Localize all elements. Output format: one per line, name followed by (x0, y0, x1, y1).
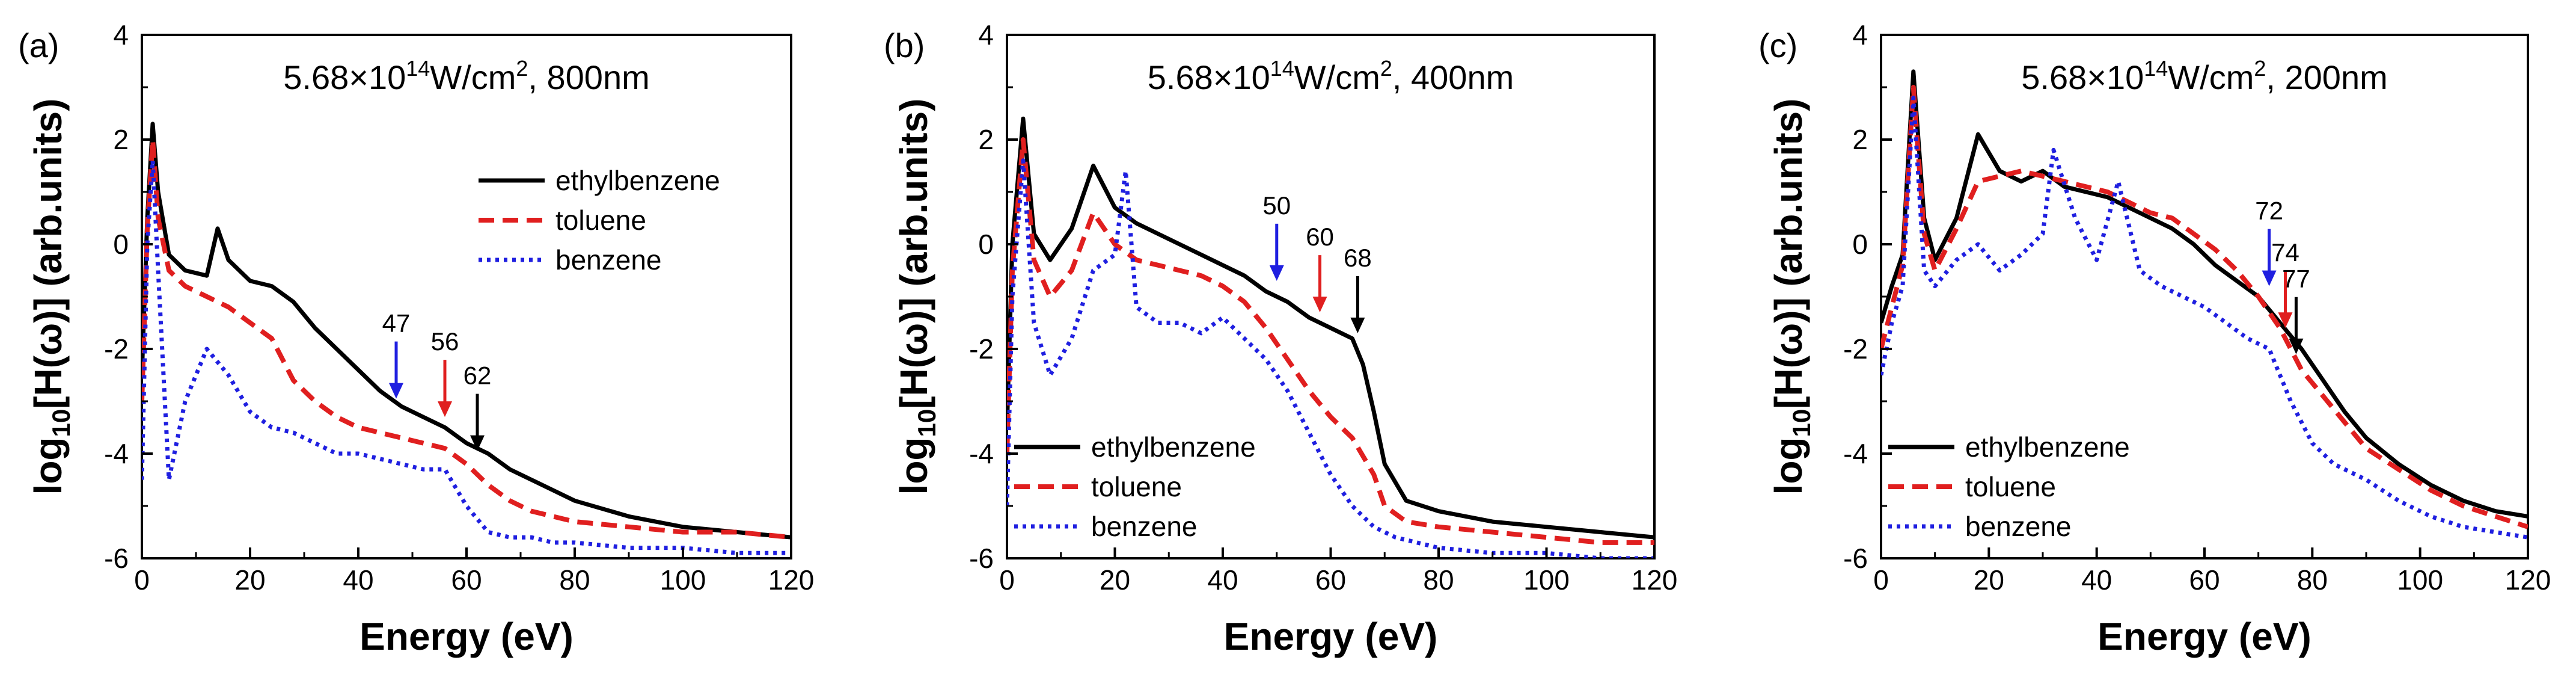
annotation-label: 56 (431, 327, 459, 356)
chart-title: 5.68×1014W/cm2, 400nm (1148, 56, 1514, 96)
annotation-arrowhead (470, 435, 485, 451)
y-tick-label: -2 (1843, 333, 1868, 365)
x-tick-label: 60 (1315, 564, 1346, 596)
legend-label-benzene: benzene (555, 244, 662, 276)
legend-label-ethylbenzene: ethylbenzene (1091, 431, 1256, 463)
y-tick-label: 0 (1852, 229, 1868, 260)
legend-label-toluene: toluene (1091, 471, 1182, 502)
legend-label-ethylbenzene: ethylbenzene (555, 165, 720, 196)
x-tick-label: 60 (2189, 564, 2220, 596)
panel-label: (c) (1758, 26, 1797, 64)
x-tick-label: 120 (2505, 564, 2551, 596)
x-tick-label: 80 (1423, 564, 1454, 596)
legend-label-toluene: toluene (555, 205, 646, 236)
y-tick-label: 2 (978, 124, 994, 155)
x-tick-label: 20 (1974, 564, 2004, 596)
annotation-label: 68 (1344, 244, 1372, 272)
annotation-arrowhead (1269, 265, 1284, 281)
y-tick-label: 4 (1852, 19, 1868, 51)
y-tick-label: -6 (104, 543, 129, 574)
x-tick-label: 20 (1100, 564, 1130, 596)
series-line-benzene (1881, 95, 2528, 540)
chart-panel-2: (b) 0 20 40 60 80 100 120 -6 -4 -2 0 2 4 Energy (eV) lo… (884, 19, 1677, 658)
y-tick-label: 0 (113, 229, 129, 260)
annotation-arrowhead (2289, 338, 2304, 354)
chart-title: 5.68×1014W/cm2, 800nm (283, 56, 649, 96)
x-tick-label: 40 (2081, 564, 2112, 596)
y-tick-label: 2 (1852, 124, 1868, 155)
x-tick-label: 0 (999, 564, 1015, 596)
x-axis-label: Energy (eV) (359, 615, 574, 658)
series-line-toluene (142, 137, 791, 540)
y-tick-label: -4 (1843, 438, 1868, 469)
annotation-label: 62 (463, 362, 492, 390)
plot-frame (141, 34, 792, 559)
x-tick-label: 40 (343, 564, 373, 596)
annotation-arrowhead (389, 383, 403, 399)
legend-label-ethylbenzene: ethylbenzene (1965, 431, 2130, 463)
y-tick-label: -6 (1843, 543, 1868, 574)
x-axis-label: Energy (eV) (2097, 615, 2311, 658)
annotation-label: 50 (1262, 191, 1291, 220)
x-tick-label: 100 (1523, 564, 1570, 596)
y-tick-label: 2 (113, 124, 129, 155)
y-tick-label: -4 (969, 438, 994, 469)
annotation-arrowhead (438, 401, 452, 418)
chart-title: 5.68×1014W/cm2, 200nm (2021, 56, 2387, 96)
y-tick-label: 4 (113, 19, 129, 51)
x-tick-label: 60 (451, 564, 482, 596)
x-tick-label: 120 (768, 564, 815, 596)
chart-panel-3: (c) 0 20 40 60 80 100 120 -6 -4 -2 0 2 4 Energy (eV) lo… (1758, 19, 2551, 658)
x-tick-label: 80 (2297, 564, 2328, 596)
annotation-label: 74 (2271, 238, 2299, 267)
y-axis-label: log10[H(ω)] (arb.units) (1767, 99, 1816, 495)
annotation-arrowhead (2278, 312, 2293, 328)
x-axis-label: Energy (eV) (1224, 615, 1438, 658)
y-tick-label: 4 (978, 19, 994, 51)
series-line-toluene (1881, 85, 2528, 529)
annotation-arrowhead (2262, 270, 2277, 286)
legend-label-benzene: benzene (1091, 511, 1198, 542)
panel-label: (a) (18, 26, 59, 64)
x-tick-label: 0 (1873, 564, 1889, 596)
x-tick-label: 100 (2397, 564, 2443, 596)
legend-label-toluene: toluene (1965, 471, 2056, 502)
y-tick-label: -6 (969, 543, 994, 574)
panel-label: (b) (884, 26, 925, 64)
series-line-ethylbenzene (1007, 116, 1654, 540)
annotation-label: 60 (1306, 223, 1334, 251)
series-line-toluene (1007, 137, 1654, 545)
y-tick-label: 0 (978, 229, 994, 260)
x-tick-label: 100 (660, 564, 706, 596)
x-tick-label: 20 (234, 564, 265, 596)
annotation-label: 77 (2282, 265, 2310, 293)
y-tick-label: -2 (969, 333, 994, 365)
y-tick-label: -4 (104, 438, 129, 469)
legend-label-benzene: benzene (1965, 511, 2072, 542)
y-axis-label: log10[H(ω)] (arb.units) (26, 99, 75, 495)
annotation-arrowhead (1312, 297, 1327, 313)
series-line-ethylbenzene (142, 122, 791, 540)
x-tick-label: 40 (1207, 564, 1238, 596)
y-axis-label: log10[H(ω)] (arb.units) (892, 99, 941, 495)
x-tick-label: 120 (1632, 564, 1678, 596)
annotation-label: 47 (382, 309, 411, 338)
annotation-label: 72 (2255, 197, 2283, 225)
annotation-arrowhead (1350, 317, 1365, 333)
y-tick-label: -2 (104, 333, 129, 365)
x-tick-label: 0 (134, 564, 150, 596)
series-line-ethylbenzene (1881, 69, 2528, 519)
series-line-benzene (142, 158, 791, 555)
x-tick-label: 80 (559, 564, 590, 596)
chart-panel-1: (a) 0 20 40 60 80 100 120 -6 -4 -2 0 2 4 Energy (eV) lo… (18, 19, 814, 658)
